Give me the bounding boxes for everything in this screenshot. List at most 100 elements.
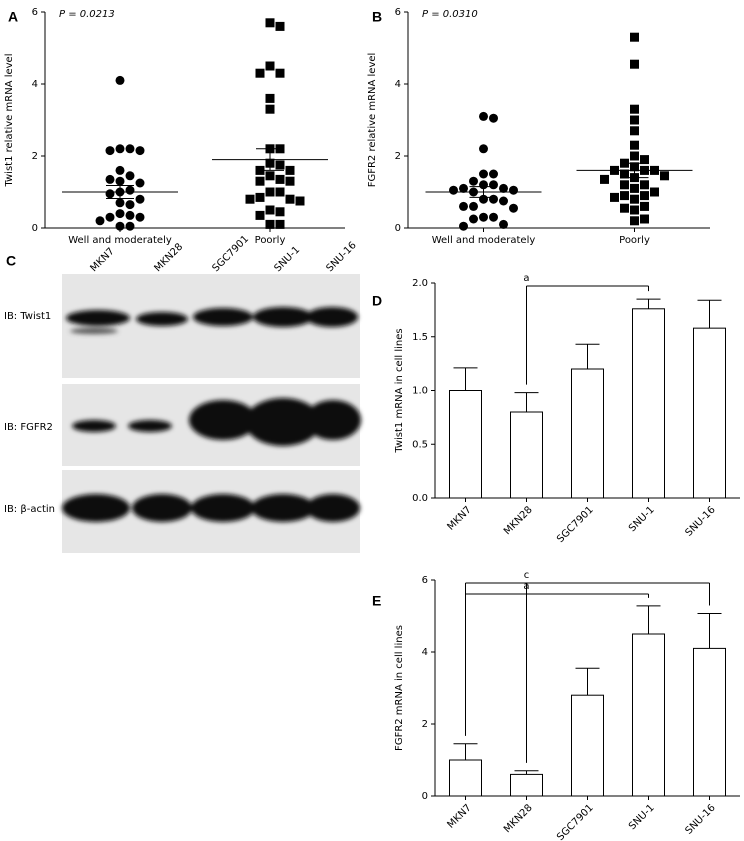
point: [115, 198, 125, 208]
lane-label: SNU-16: [324, 240, 358, 274]
y-tick-label: 2: [395, 151, 401, 162]
lane-label: MKN28: [152, 241, 185, 274]
point: [640, 214, 649, 224]
x-tick-label: SNU-1: [627, 802, 657, 832]
point: [620, 180, 629, 190]
point: [630, 140, 639, 150]
y-axis-label: FGFR2 mRNA in cell lines: [394, 625, 405, 751]
point: [275, 219, 285, 229]
x-tick-label: MKN7: [445, 802, 473, 830]
bar: [510, 411, 543, 499]
point: [650, 187, 659, 197]
point: [115, 209, 125, 219]
bar: [449, 390, 482, 499]
bar: [693, 647, 726, 797]
y-tick-label: 1.0: [412, 386, 428, 397]
point: [640, 155, 649, 165]
panel-letter: B: [372, 9, 382, 25]
x-tick-label: MKN28: [502, 802, 535, 835]
point: [255, 176, 265, 186]
bracket-label: a: [523, 581, 529, 592]
point: [265, 61, 275, 71]
y-tick-label: 6: [32, 7, 38, 18]
point: [479, 169, 488, 179]
point: [115, 176, 125, 186]
y-tick-label: 0.0: [412, 493, 428, 504]
point: [275, 160, 285, 170]
point: [275, 21, 285, 31]
panel-letter: A: [8, 9, 18, 25]
y-axis-label: FGFR2 relative mRNA level: [367, 53, 378, 188]
point: [509, 203, 518, 213]
bar: [693, 327, 726, 499]
point: [135, 178, 145, 188]
point: [255, 68, 265, 78]
bar: [449, 759, 482, 797]
point: [255, 210, 265, 220]
point: [630, 59, 639, 69]
point: [295, 196, 305, 206]
point: [459, 221, 468, 231]
y-tick-label: 6: [422, 575, 428, 586]
point: [499, 196, 508, 206]
point: [489, 194, 498, 204]
x-tick-label: Poorly: [255, 235, 286, 246]
y-tick-label: 2.0: [412, 278, 428, 289]
y-tick-label: 1.5: [412, 332, 428, 343]
point: [265, 219, 275, 229]
bands: [62, 307, 361, 522]
point: [285, 165, 295, 175]
point: [265, 104, 275, 114]
point: [630, 32, 639, 42]
point: [630, 205, 639, 215]
point: [630, 104, 639, 114]
point: [105, 189, 115, 199]
point: [489, 180, 498, 190]
bar: [571, 694, 604, 797]
y-axis-label: Twist1 relative mRNA level: [4, 54, 15, 188]
x-tick-label: Poorly: [619, 235, 650, 246]
point: [265, 171, 275, 181]
error-bar: [256, 148, 284, 171]
lane-label: MKN7: [88, 246, 116, 274]
point: [499, 183, 508, 193]
point: [499, 219, 508, 229]
panel-letter: C: [6, 253, 16, 269]
point: [115, 165, 125, 175]
point: [105, 146, 115, 156]
blot-row-label: IB: β-actin: [4, 504, 55, 515]
y-tick-label: 4: [32, 79, 38, 90]
point: [620, 191, 629, 201]
x-tick-label: Well and moderately: [432, 235, 536, 246]
y-tick-label: 4: [422, 647, 428, 658]
point: [640, 191, 649, 201]
point: [449, 185, 458, 195]
point: [245, 194, 255, 204]
point: [265, 93, 275, 103]
point: [135, 194, 145, 204]
point: [275, 207, 285, 217]
x-tick-label: SNU-16: [683, 802, 717, 836]
y-tick-label: 4: [395, 79, 401, 90]
point: [275, 174, 285, 184]
point: [115, 221, 125, 231]
point: [469, 201, 478, 211]
panel-letter: D: [372, 293, 382, 309]
point: [459, 201, 468, 211]
error-bar: [106, 185, 134, 199]
point: [265, 205, 275, 215]
point: [610, 192, 619, 202]
bracket-label: c: [524, 570, 530, 581]
point: [630, 194, 639, 204]
x-tick-label: SGC7901: [555, 504, 596, 545]
y-tick-label: 0: [395, 223, 401, 234]
lane-label: SGC7901: [210, 234, 251, 275]
point: [479, 144, 488, 154]
panel-letter: E: [372, 593, 381, 609]
point: [660, 171, 669, 181]
point: [135, 146, 145, 156]
point: [469, 176, 478, 186]
point: [489, 113, 498, 123]
point: [125, 144, 135, 154]
point: [479, 111, 488, 121]
